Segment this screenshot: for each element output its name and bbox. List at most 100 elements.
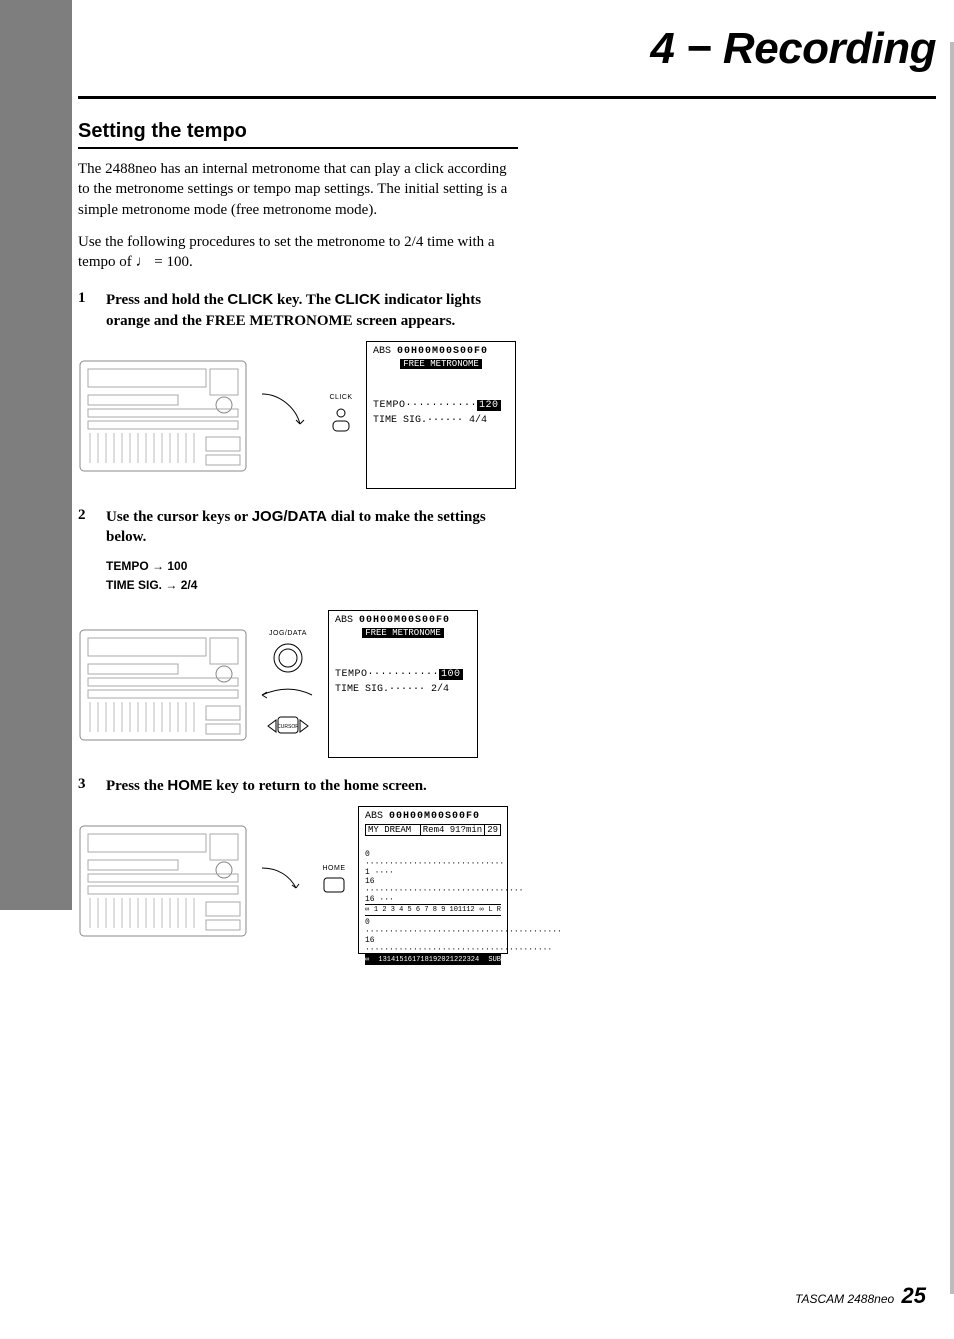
recorder-illustration-3 bbox=[78, 820, 248, 940]
diagram-3: HOME ABS 00H00M00S00F0 MY DREAM Rem4 91?… bbox=[78, 806, 518, 954]
jog-dial-icon bbox=[271, 641, 305, 675]
settings-tempo: TEMPO → 100 bbox=[106, 557, 518, 576]
lcd2-top: ABS 00H00M00S00F0 bbox=[335, 615, 471, 626]
para2-post: = 100. bbox=[151, 254, 193, 270]
s3-pre: Press the bbox=[106, 778, 167, 794]
intro-para-2: Use the following procedures to set the … bbox=[78, 232, 518, 273]
tempo-arrow: → bbox=[152, 559, 164, 573]
lcd3-tracks-b: 131415161718192021222324 bbox=[378, 956, 479, 964]
step-2: 2 Use the cursor keys or JOG/DATA dial t… bbox=[78, 507, 518, 548]
section-title: Setting the tempo bbox=[78, 120, 518, 149]
step-1-number: 1 bbox=[78, 290, 106, 331]
lcd3-16b: 16 ·····································… bbox=[365, 936, 501, 954]
step-3-text: Press the HOME key to return to the home… bbox=[106, 776, 518, 796]
diagram-2: JOG/DATA CURSOR bbox=[78, 610, 518, 758]
timesig-arrow: → bbox=[165, 578, 177, 592]
lcd1-sig-val: 4/4 bbox=[469, 415, 487, 426]
lcd3-lr: L R bbox=[488, 906, 501, 914]
lcd2-sig-val: 2/4 bbox=[431, 684, 449, 695]
timesig-value: 2/4 bbox=[181, 578, 198, 592]
home-label: HOME bbox=[323, 865, 346, 872]
cursor-keys-icon: CURSOR bbox=[264, 715, 312, 737]
page: 4 − Recording Setting the tempo The 2488… bbox=[0, 0, 954, 1339]
svg-text:CURSOR: CURSOR bbox=[277, 724, 299, 730]
settings-block: TEMPO → 100 TIME SIG. → 2/4 bbox=[106, 557, 518, 595]
lcd-screen-1: ABS 00H00M00S00F0 FREE METRONOME TEMPO··… bbox=[366, 341, 516, 489]
cursor-callout: CURSOR bbox=[264, 715, 312, 737]
lcd3-zero-a: 0 ····························· 1 ···· bbox=[365, 850, 501, 877]
lcd2-title: FREE METRONOME bbox=[362, 628, 444, 638]
step-3-number: 3 bbox=[78, 776, 106, 796]
arrow-jog bbox=[260, 685, 316, 705]
chapter-title: 4 − Recording bbox=[650, 24, 936, 74]
lcd1-time: 00H00M00S00F0 bbox=[397, 346, 488, 357]
lcd1-top: ABS 00H00M00S00F0 bbox=[373, 346, 509, 357]
lcd3-pct: 29 bbox=[484, 825, 500, 835]
lcd-screen-2: ABS 00H00M00S00F0 FREE METRONOME TEMPO··… bbox=[328, 610, 478, 758]
lcd3-sub: SUB bbox=[488, 956, 501, 964]
lcd3-abs: ABS bbox=[365, 811, 383, 822]
s2-pre: Use the cursor keys or bbox=[106, 509, 252, 525]
quarter-note-icon: ♩ bbox=[136, 254, 151, 270]
lcd3-time: 00H00M00S00F0 bbox=[389, 811, 480, 822]
lcd3-song: MY DREAM bbox=[366, 825, 420, 835]
settings-timesig: TIME SIG. → 2/4 bbox=[106, 576, 518, 595]
lcd1-sig-label: TIME SIG. bbox=[373, 415, 427, 426]
jog-callout: JOG/DATA bbox=[269, 630, 307, 675]
lcd3-tracks-a: 1 2 3 4 5 6 7 8 9 101112 bbox=[374, 906, 475, 914]
lcd1-titlewrap: FREE METRONOME bbox=[373, 357, 509, 370]
step-1: 1 Press and hold the CLICK key. The CLIC… bbox=[78, 290, 518, 331]
margin-sidebar-right bbox=[950, 42, 954, 1294]
lcd1-title: FREE METRONOME bbox=[400, 359, 482, 369]
lcd1-abs: ABS bbox=[373, 346, 391, 357]
click-button-callout: CLICK bbox=[328, 394, 354, 435]
tempo-value: 100 bbox=[167, 559, 187, 573]
s3-key1: HOME bbox=[167, 777, 212, 794]
tempo-label: TEMPO bbox=[106, 559, 149, 573]
lcd1-tempo-row: TEMPO···········120 bbox=[373, 400, 509, 411]
s2-key1: JOG/DATA bbox=[252, 508, 327, 525]
lcd2-time: 00H00M00S00F0 bbox=[359, 615, 450, 626]
s3-post: key to return to the home screen. bbox=[212, 778, 426, 794]
recorder-illustration-2 bbox=[78, 624, 248, 744]
step-2-text: Use the cursor keys or JOG/DATA dial to … bbox=[106, 507, 518, 548]
s1-mid: key. The bbox=[273, 292, 334, 308]
lcd3-zero-b: 0 ······································… bbox=[365, 918, 501, 936]
recorder-illustration-1 bbox=[78, 355, 248, 475]
jog-label: JOG/DATA bbox=[269, 630, 307, 637]
step-2-number: 2 bbox=[78, 507, 106, 548]
lcd1-tempo-val: 120 bbox=[477, 400, 501, 411]
home-button-icon bbox=[322, 876, 346, 894]
content-column: Setting the tempo The 2488neo has an int… bbox=[78, 120, 518, 972]
step-3: 3 Press the HOME key to return to the ho… bbox=[78, 776, 518, 796]
margin-sidebar-left bbox=[0, 0, 72, 910]
lcd2-titlewrap: FREE METRONOME bbox=[335, 626, 471, 639]
lcd3-tracks-a-row: ∞1 2 3 4 5 6 7 8 9 101112∞L R bbox=[365, 904, 501, 916]
jog-cursor-callout: JOG/DATA CURSOR bbox=[260, 630, 316, 737]
lcd2-tempo-row: TEMPO···········100 bbox=[335, 669, 471, 680]
lcd2-tempo-val: 100 bbox=[439, 669, 463, 680]
lcd2-abs: ABS bbox=[335, 615, 353, 626]
lcd1-sig-dots: ······ bbox=[427, 415, 463, 426]
arrow-home bbox=[260, 860, 310, 900]
lcd-screen-3: ABS 00H00M00S00F0 MY DREAM Rem4 91?min 2… bbox=[358, 806, 508, 954]
page-number: 25 bbox=[902, 1283, 926, 1308]
chapter-rule bbox=[78, 96, 936, 99]
step-1-text: Press and hold the CLICK key. The CLICK … bbox=[106, 290, 518, 331]
s1-key1: CLICK bbox=[227, 291, 273, 308]
lcd3-tracks-b-row: ∞131415161718192021222324SUB bbox=[365, 954, 501, 965]
timesig-label: TIME SIG. bbox=[106, 578, 162, 592]
intro-para-1: The 2488neo has an internal metronome th… bbox=[78, 159, 518, 220]
footer-brand: TASCAM 2488neo bbox=[795, 1292, 894, 1306]
lcd1-sig-row: TIME SIG.······ 4/4 bbox=[373, 415, 509, 426]
lcd2-tempo-dots: ··········· bbox=[368, 669, 440, 680]
home-button-callout: HOME bbox=[322, 865, 346, 894]
lcd1-tempo-label: TEMPO bbox=[373, 400, 406, 411]
lcd3-top: ABS 00H00M00S00F0 bbox=[365, 811, 501, 822]
lcd2-tempo-label: TEMPO bbox=[335, 669, 368, 680]
s1-pre: Press and hold the bbox=[106, 292, 227, 308]
click-button-icon bbox=[328, 405, 354, 435]
lcd1-tempo-dots: ··········· bbox=[406, 400, 478, 411]
lcd2-sig-dots: ······ bbox=[389, 684, 425, 695]
arrow-to-click bbox=[260, 380, 316, 450]
